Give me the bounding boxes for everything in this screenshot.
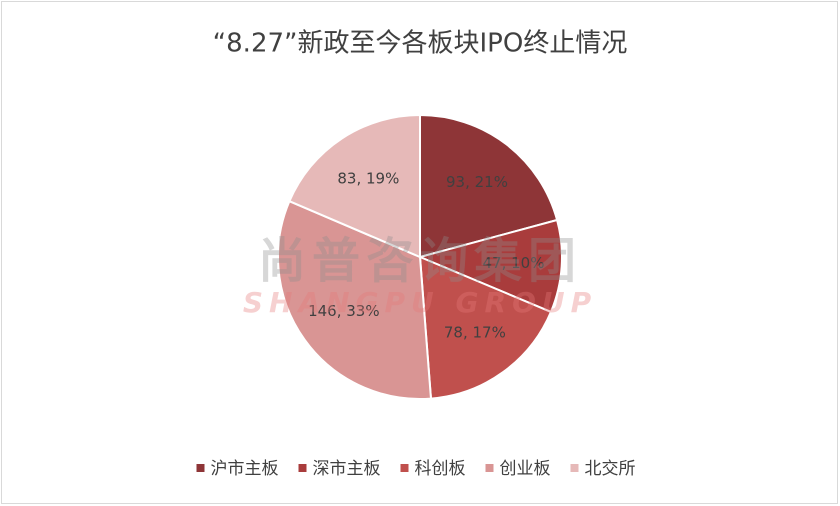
data-label: 146, 33% (308, 302, 380, 320)
data-label: 83, 19% (337, 169, 399, 187)
watermark: 尚普咨询集团 (258, 233, 582, 289)
pie-slice (419, 113, 559, 259)
legend-label: 北交所 (585, 459, 636, 479)
chart-title: “8.27”新政至今各板块IPO终止情况 (213, 29, 628, 59)
legend-label: 沪市主板 (211, 459, 279, 479)
legend-swatch (570, 464, 579, 472)
data-label: 47, 10% (483, 254, 545, 272)
legend-swatch (196, 464, 205, 472)
data-label: 93, 21% (446, 173, 508, 191)
legend-swatch (485, 464, 494, 472)
pie-slice (277, 199, 433, 400)
watermark: SHANGPU GROUP (243, 286, 597, 319)
pie-slice (418, 255, 553, 400)
legend-swatch (400, 464, 409, 472)
pie-slice (416, 218, 563, 314)
legend-label: 创业板 (500, 459, 551, 479)
legend-label: 科创板 (415, 459, 466, 479)
data-label: 78, 17% (444, 323, 506, 341)
legend-swatch (298, 464, 307, 472)
legend-label: 深市主板 (313, 459, 381, 479)
pie-slice (288, 113, 421, 259)
